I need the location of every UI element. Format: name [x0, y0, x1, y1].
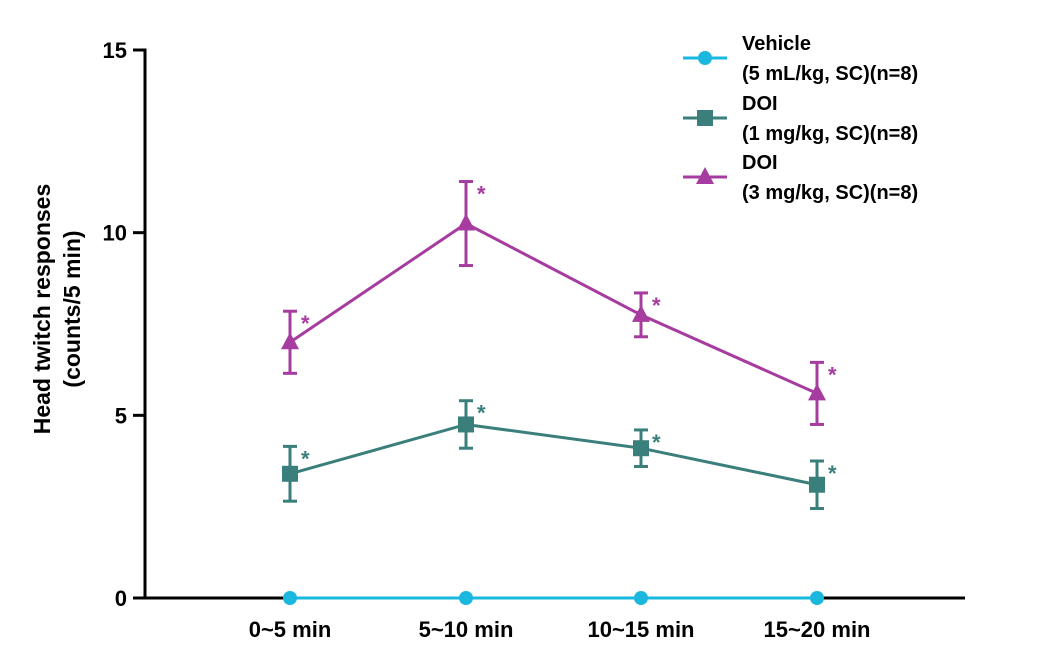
series-1-significance-1: * [477, 401, 486, 426]
legend: Vehicle (5 mL/kg, SC)(n=8) DOI (1 mg/kg, SC… [683, 33, 918, 204]
series-2-significance-3: * [828, 362, 837, 387]
legend-swatch-marker-1 [697, 110, 713, 126]
series-2-point-2 [632, 304, 650, 322]
series-2-point-0 [281, 332, 299, 350]
axes: 0 5 10 15 0~5 min 5~10 min 10~15 min 15~20 min [103, 38, 965, 642]
series-2-significance-2: * [652, 293, 661, 318]
series-1-point-2 [633, 440, 649, 457]
series-layer: * * * * * * * * [281, 180, 837, 605]
y-tick-label-10: 10 [103, 221, 127, 246]
legend-label-0-line-1: Vehicle [742, 33, 811, 55]
series-2-point-3 [808, 383, 826, 401]
series-2-point-1 [457, 213, 475, 231]
series-2-significance-1: * [477, 182, 486, 207]
series-2-significance-0: * [301, 311, 310, 336]
legend-label-1-line-1: DOI [742, 93, 778, 115]
series-1-line [289, 422, 818, 487]
legend-label-2-line-2: (3 mg/kg, SC)(n=8) [742, 182, 918, 204]
legend-label-2-line-1: DOI [742, 152, 778, 174]
x-tick-label-0: 0~5 min [249, 617, 332, 642]
series-1-significance-2: * [652, 430, 661, 455]
legend-entry-1: DOI (1 mg/kg, SC)(n=8) [683, 93, 918, 145]
series-2-line [289, 221, 818, 395]
series-0 [283, 591, 824, 605]
series-1-point-3 [809, 476, 825, 493]
y-tick-label-0: 0 [115, 586, 127, 611]
series-2: * * * * [281, 180, 837, 426]
series-0-point-3 [810, 591, 824, 605]
y-tick-label-5: 5 [115, 403, 127, 428]
y-axis-label-line-1: Head twitch responses [29, 184, 55, 435]
series-1-point-1 [458, 416, 474, 433]
legend-swatch-marker-2 [696, 167, 714, 184]
legend-swatch-marker-0 [698, 51, 712, 65]
series-0-point-1 [459, 591, 473, 605]
x-tick-label-2: 10~15 min [587, 617, 694, 642]
series-1-significance-0: * [301, 446, 310, 471]
x-tick-label-1: 5~10 min [419, 617, 514, 642]
y-tick-label-15: 15 [103, 38, 127, 63]
series-1-significance-3: * [828, 461, 837, 486]
legend-entry-2: DOI (3 mg/kg, SC)(n=8) [683, 152, 918, 204]
legend-entry-0: Vehicle (5 mL/kg, SC)(n=8) [683, 33, 918, 85]
series-1-point-0 [282, 465, 298, 482]
legend-label-0-line-2: (5 mL/kg, SC)(n=8) [742, 63, 918, 85]
y-axis-label-line-2: (counts/5 min) [59, 230, 85, 387]
series-1: * * * * [282, 399, 837, 510]
legend-label-1-line-2: (1 mg/kg, SC)(n=8) [742, 123, 918, 145]
series-0-point-0 [283, 591, 297, 605]
x-tick-label-3: 15~20 min [763, 617, 870, 642]
series-0-point-2 [634, 591, 648, 605]
y-axis-label: Head twitch responses (counts/5 min) [29, 184, 85, 435]
